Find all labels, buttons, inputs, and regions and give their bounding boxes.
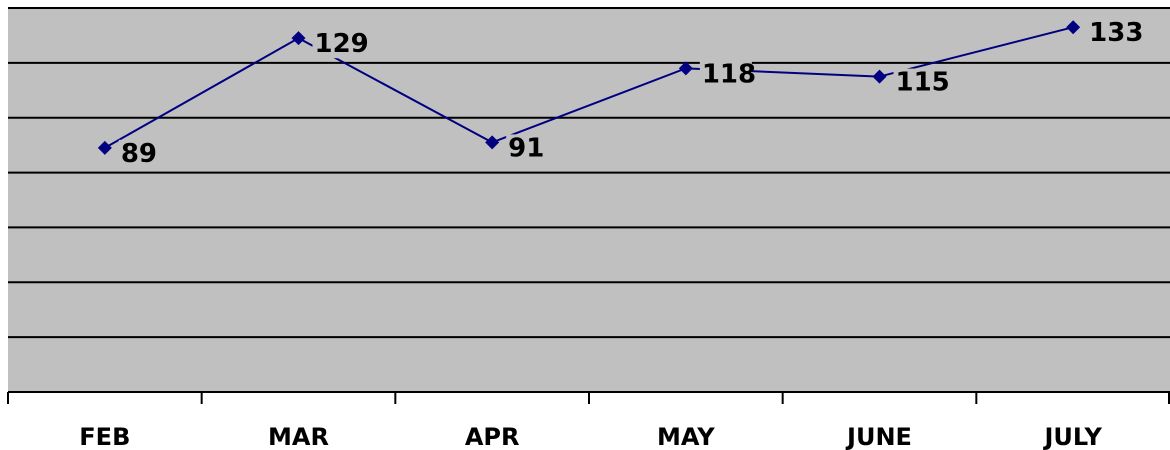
x-axis-labels: FEB MAR APR MAY JUNE JULY xyxy=(79,423,1102,450)
data-label-background xyxy=(1087,19,1140,48)
data-label-background xyxy=(118,139,155,168)
data-label: 129 xyxy=(315,29,369,59)
data-labels: 89 129 91 118 115 133 xyxy=(118,18,1143,169)
x-tick-label: JUNE xyxy=(845,423,912,450)
data-label: 115 xyxy=(896,68,950,98)
series-lines xyxy=(104,26,1074,149)
x-axis-ticks xyxy=(7,392,1170,404)
data-label-background xyxy=(506,134,543,163)
data-point-marker xyxy=(678,61,693,76)
data-label: 133 xyxy=(1089,18,1143,48)
x-tick-label: MAR xyxy=(268,423,329,450)
x-tick-label: JULY xyxy=(1042,423,1102,450)
data-point-marker xyxy=(872,69,887,84)
data-point-marker xyxy=(291,31,306,46)
plot-area xyxy=(8,8,1170,392)
x-tick-label: MAY xyxy=(657,423,715,450)
gridlines xyxy=(8,7,1170,339)
data-label-background xyxy=(893,68,946,97)
data-label: 89 xyxy=(121,139,157,169)
data-point-marker xyxy=(97,140,112,155)
data-point-marker xyxy=(485,135,500,150)
x-tick-label: FEB xyxy=(79,423,130,450)
data-label-background xyxy=(699,60,752,89)
series-line xyxy=(104,26,1074,149)
x-tick-label: APR xyxy=(465,423,520,450)
data-label: 118 xyxy=(702,59,756,89)
data-markers xyxy=(97,20,1081,155)
data-point-marker xyxy=(1066,20,1081,35)
data-label-background xyxy=(312,30,365,59)
data-label: 91 xyxy=(508,133,544,163)
